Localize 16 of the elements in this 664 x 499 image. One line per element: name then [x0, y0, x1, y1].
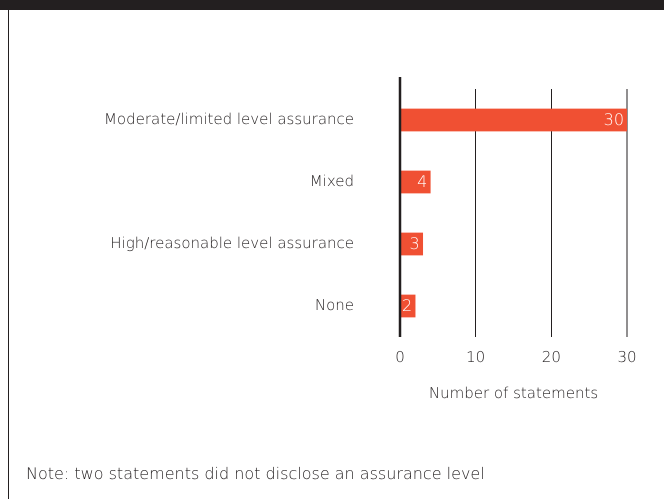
data-label: 30: [604, 110, 624, 130]
x-axis-title: Number of statements: [428, 384, 598, 402]
bar: [400, 170, 431, 194]
y-tick-label: Moderate/limited level assurance: [104, 110, 354, 128]
x-tick-label: 10: [466, 348, 486, 366]
x-tick-label: 0: [395, 348, 405, 366]
y-tick-label: High/reasonable level assurance: [110, 234, 354, 252]
y-tick-label: None: [314, 296, 354, 314]
bar: [400, 108, 627, 132]
x-tick-label: 20: [542, 348, 561, 366]
y-tick-label: Mixed: [310, 172, 354, 190]
text: Note: two statements did not disclose an assurance level: [26, 464, 485, 483]
data-label: 3: [410, 234, 420, 254]
data-label: 2: [402, 296, 412, 316]
x-tick-label: 30: [617, 348, 637, 366]
data-label: 4: [417, 172, 428, 192]
